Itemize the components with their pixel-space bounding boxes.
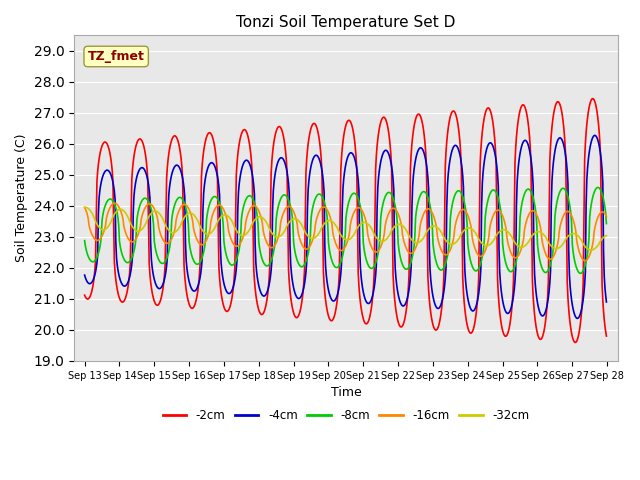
Text: TZ_fmet: TZ_fmet bbox=[88, 50, 145, 63]
X-axis label: Time: Time bbox=[330, 386, 361, 399]
Title: Tonzi Soil Temperature Set D: Tonzi Soil Temperature Set D bbox=[236, 15, 456, 30]
Legend: -2cm, -4cm, -8cm, -16cm, -32cm: -2cm, -4cm, -8cm, -16cm, -32cm bbox=[158, 404, 534, 427]
Y-axis label: Soil Temperature (C): Soil Temperature (C) bbox=[15, 134, 28, 262]
